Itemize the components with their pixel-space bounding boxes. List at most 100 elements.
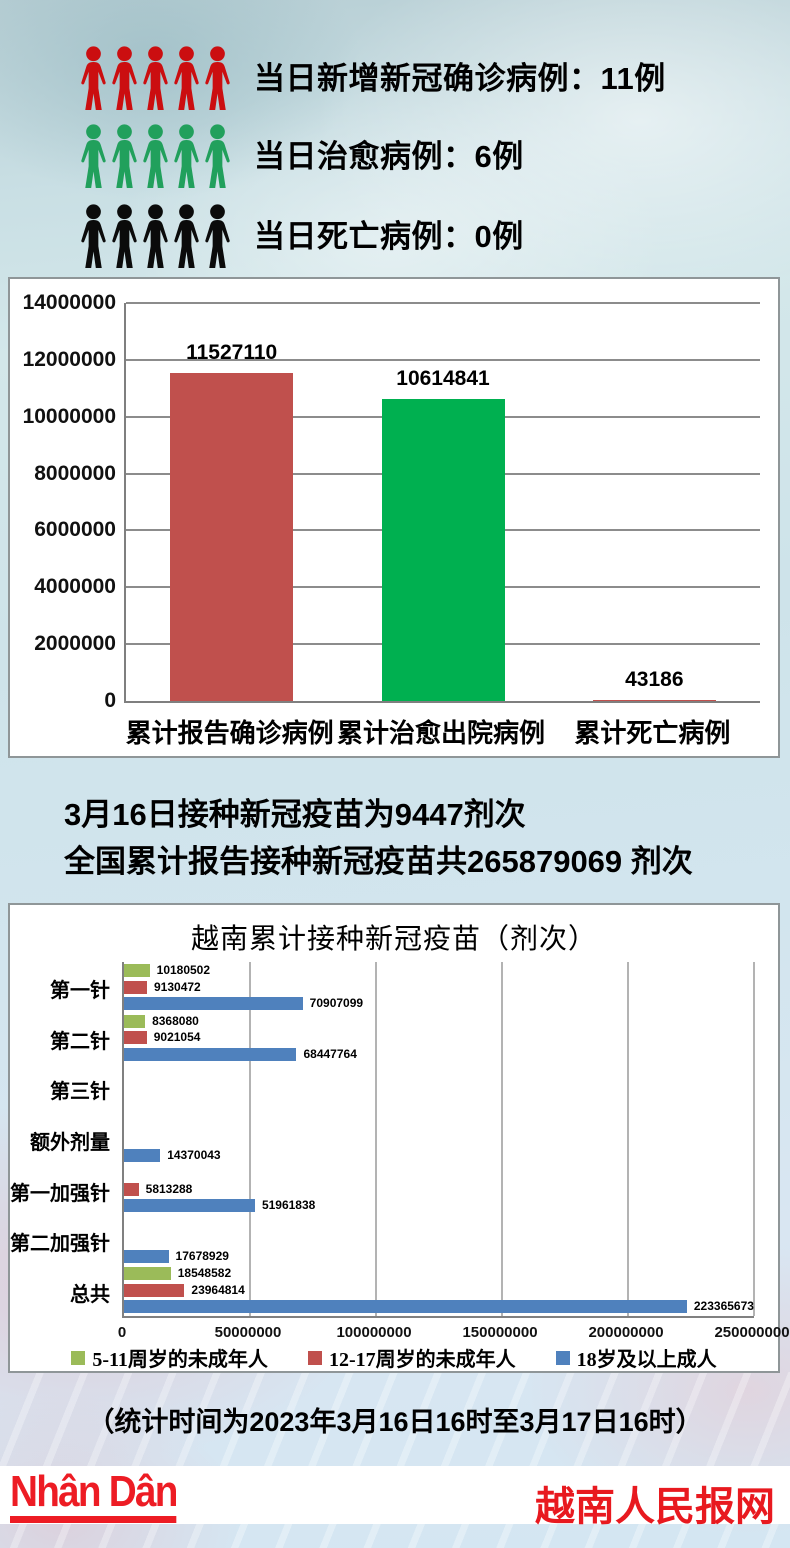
people-icons-black <box>78 203 234 270</box>
person-icon <box>143 124 168 188</box>
chart2-x-tick-label: 100000000 <box>336 1324 412 1341</box>
chart1-y-tick-label: 14000000 <box>22 291 116 314</box>
chart2-gridline <box>627 962 629 1316</box>
person-icon <box>81 124 106 188</box>
daily-new-cases-label: 当日新增新冠确诊病例：11例 <box>254 61 666 96</box>
chart1-bar-value-label: 10614841 <box>396 367 490 391</box>
chart2-bar <box>124 1014 146 1028</box>
chart2-bar <box>124 1031 147 1045</box>
chart2-gridline <box>375 962 377 1316</box>
chart2-legend-label: 18岁及以上成人 <box>576 1349 717 1371</box>
chart2-plot: 10180502 9130472 70907099 8368080 9021054 684… <box>122 962 755 1318</box>
chart2-bar-value-label: 51961838 <box>261 1198 316 1213</box>
person-icon <box>112 124 137 188</box>
chart1-category-label: 累计治愈出院病例 <box>336 719 545 748</box>
daily-cured-row: 当日治愈病例：6例 <box>78 123 524 190</box>
chart2-category-label: 第二加强针 <box>10 1233 110 1256</box>
cumulative-cases-chart: 0 2000000 4000000 6000000 8000000 10000000 120… <box>8 277 780 758</box>
chart2-x-tick-label: 150000000 <box>462 1324 538 1341</box>
chart2-gridline <box>501 962 503 1316</box>
chart1-y-tick-label: 4000000 <box>34 575 116 599</box>
site-name: 越南人民报网 <box>535 1485 775 1529</box>
chart2-gridline <box>753 962 755 1316</box>
chart2-legend-item: 18岁及以上成人 <box>555 1343 717 1372</box>
chart1-bar-value-label: 11527110 <box>186 341 278 365</box>
chart2-title: 越南累计接种新冠疫苗（剂次） <box>190 924 597 955</box>
vaccine-summary-line1: 3月16日接种新冠疫苗为9447剂次 <box>64 797 526 832</box>
chart2-category-label: 第二针 <box>50 1030 110 1053</box>
chart2-category-label: 总共 <box>70 1283 110 1306</box>
chart2-x-tick-label: 50000000 <box>214 1324 282 1341</box>
chart2-bar-value-label: 8368080 <box>152 1013 199 1028</box>
person-icon <box>205 204 230 268</box>
chart2-legend-item: 5-11周岁的未成年人 <box>71 1343 268 1372</box>
chart1-gridline <box>126 358 760 361</box>
chart1-plot: 11527110 10614841 43186 <box>124 302 760 703</box>
vaccine-summary-line2: 全国累计报告接种新冠疫苗共265879069 剂次 <box>64 844 693 879</box>
chart1-y-tick-label: 0 <box>104 689 116 712</box>
chart2-legend-label: 12-17周岁的未成年人 <box>328 1349 516 1371</box>
chart1-y-tick-label: 12000000 <box>22 347 116 371</box>
chart2-bar-value-label: 9130472 <box>154 979 201 994</box>
daily-deaths-row: 当日死亡病例：0例 <box>78 203 524 270</box>
chart2-bar-value-label: 70907099 <box>309 996 364 1010</box>
person-icon <box>143 46 168 110</box>
chart2-bar <box>124 964 150 977</box>
chart1-y-axis: 0 2000000 4000000 6000000 8000000 10000000 120… <box>10 291 116 712</box>
person-icon <box>112 46 137 110</box>
footer-bar: Nhân Dân 越南人民报网 <box>0 1466 790 1529</box>
person-icon <box>81 204 106 268</box>
chart1-gridline <box>126 302 760 304</box>
chart1-y-tick-label: 2000000 <box>34 632 116 656</box>
chart2-bar <box>124 1047 297 1061</box>
person-icon <box>81 46 106 110</box>
chart2-bar <box>124 1283 185 1297</box>
person-icon <box>174 46 199 110</box>
person-icon <box>143 204 168 268</box>
chart2-category-label: 第一加强针 <box>10 1182 110 1205</box>
chart1-y-tick-label: 10000000 <box>22 404 116 428</box>
chart2-bar <box>124 1148 161 1162</box>
chart1-y-tick-label: 8000000 <box>34 461 116 485</box>
daily-cured-label: 当日治愈病例：6例 <box>254 139 524 174</box>
chart2-legend-label: 5-11周岁的未成年人 <box>92 1349 268 1371</box>
nhandan-logo: Nhân Dân <box>10 1470 178 1523</box>
chart2-category-label: 额外剂量 <box>30 1132 110 1154</box>
chart2-bar-value-label: 18548582 <box>177 1266 232 1281</box>
person-icon <box>205 46 230 110</box>
daily-deaths-label: 当日死亡病例：0例 <box>254 219 524 254</box>
chart1-category-labels: 累计报告确诊病例 累计治愈出院病例 累计死亡病例 <box>124 713 758 750</box>
chart2-bar <box>124 1300 687 1314</box>
chart2-bar-value-label: 5813288 <box>145 1181 193 1196</box>
chart2-gridline <box>249 962 251 1316</box>
chart2-bar-value-label: 23964814 <box>191 1282 245 1297</box>
person-icon <box>205 124 230 188</box>
chart1-y-tick-label: 6000000 <box>34 518 116 542</box>
chart2-legend-swatch <box>555 1350 570 1365</box>
vaccine-summary-text: 3月16日接种新冠疫苗为9447剂次 全国累计报告接种新冠疫苗共26587906… <box>64 791 693 885</box>
chart2-bar <box>124 1249 169 1263</box>
chart2-category-labels: 第一针第二针第三针额外剂量第一加强针第二加强针总共 <box>10 962 114 1316</box>
statistics-period-note: （统计时间为2023年3月16日16时至3月17日16时） <box>87 1407 703 1437</box>
chart2-legend-swatch <box>71 1350 86 1365</box>
chart2-legend-item: 12-17周岁的未成年人 <box>307 1343 516 1372</box>
chart2-bar <box>124 980 147 994</box>
chart2-bar-value-label: 14370043 <box>167 1147 221 1162</box>
vaccine-doses-chart: 越南累计接种新冠疫苗（剂次） 第一针第二针第三针额外剂量第一加强针第二加强针总共… <box>8 903 790 1373</box>
person-icon <box>174 124 199 188</box>
chart2-x-tick-label: 200000000 <box>588 1324 664 1341</box>
chart1-bar-value-label: 43186 <box>625 667 684 691</box>
chart2-bar-value-label: 10180502 <box>156 963 211 977</box>
chart2-legend-swatch <box>307 1350 322 1365</box>
chart2-category-label: 第一针 <box>50 980 110 1003</box>
chart2-bar-value-label: 17678929 <box>175 1248 229 1263</box>
chart1-category-label: 累计报告确诊病例 <box>125 719 334 748</box>
person-icon <box>112 204 137 268</box>
chart2-bar <box>124 997 303 1010</box>
chart2-bar-value-label: 223365673 <box>693 1299 754 1314</box>
chart2-category-label: 第三针 <box>50 1081 110 1104</box>
people-icons-green <box>78 123 234 190</box>
chart2-x-tick-label: 0 <box>117 1324 127 1341</box>
chart2-bar <box>124 1199 255 1213</box>
chart2-bar <box>124 1267 171 1281</box>
